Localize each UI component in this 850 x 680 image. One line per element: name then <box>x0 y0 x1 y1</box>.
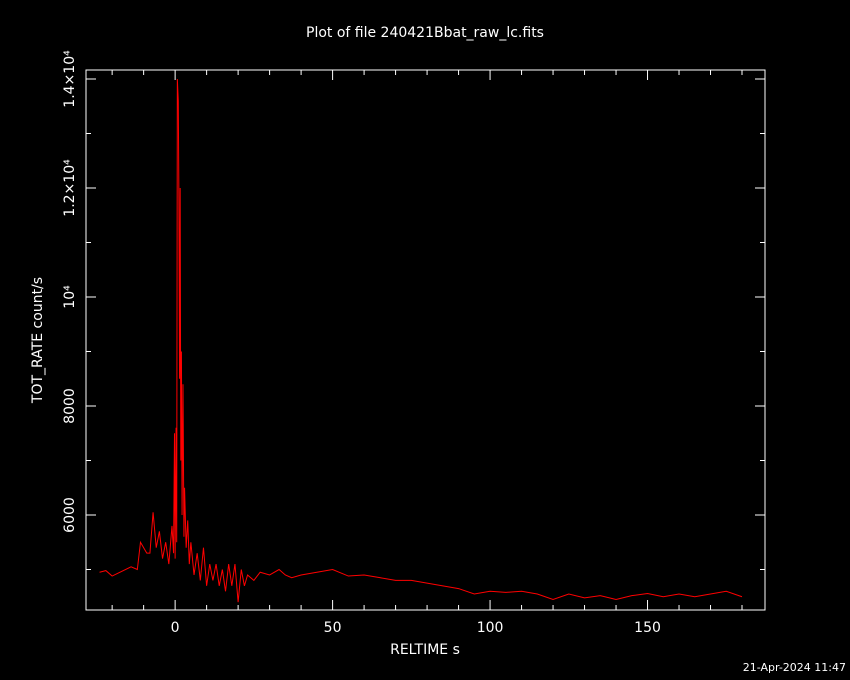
chart-title: Plot of file 240421Bbat_raw_lc.fits <box>306 25 544 41</box>
x-tick-label: 150 <box>634 620 661 636</box>
y-tick-label: 1.4×10⁴ <box>62 50 78 108</box>
y-tick-label: 10⁴ <box>62 285 78 309</box>
x-tick-label: 50 <box>324 620 342 636</box>
x-axis-label: RELTIME s <box>390 642 460 658</box>
y-tick-label: 8000 <box>62 388 78 424</box>
y-axis-label: TOT_RATE count/s <box>30 277 46 404</box>
y-tick-label: 1.2×10⁴ <box>62 159 78 217</box>
x-tick-label: 100 <box>477 620 504 636</box>
y-tick-label: 6000 <box>62 497 78 533</box>
plot-frame <box>85 69 766 611</box>
x-tick-label: 0 <box>171 620 180 636</box>
light-curve <box>99 78 743 603</box>
timestamp: 21-Apr-2024 11:47 <box>743 661 846 674</box>
